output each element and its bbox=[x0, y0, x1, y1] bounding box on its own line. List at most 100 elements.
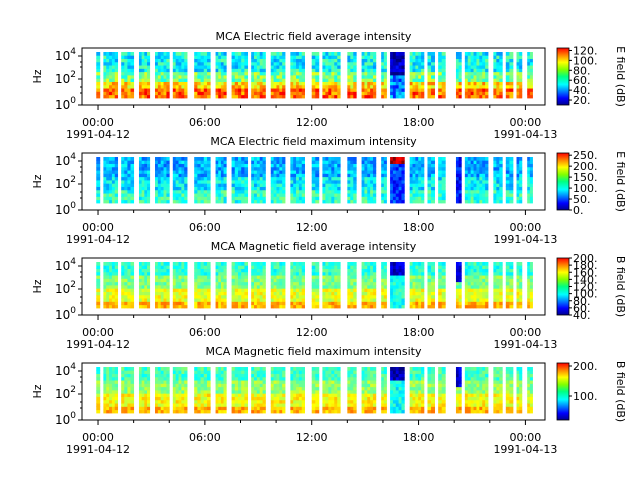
spectrogram-cell bbox=[315, 166, 320, 171]
spectrogram-cell bbox=[496, 304, 500, 309]
spectrogram-cell bbox=[138, 291, 143, 296]
spectrogram-cell bbox=[111, 386, 116, 391]
spectrogram-cell bbox=[157, 268, 162, 273]
spectrogram-cell bbox=[155, 84, 159, 89]
spectrogram-cell bbox=[215, 294, 219, 299]
spectrogram-cell bbox=[276, 58, 280, 63]
spectrogram-cell bbox=[138, 61, 143, 66]
spectrogram-cell bbox=[496, 173, 500, 178]
spectrogram-cell bbox=[401, 271, 405, 276]
spectrogram-cell bbox=[458, 265, 462, 269]
spectrogram-cell bbox=[493, 186, 497, 191]
spectrogram-cell bbox=[395, 285, 400, 289]
spectrogram-cell bbox=[166, 301, 170, 306]
spectrogram-cell bbox=[200, 285, 205, 289]
spectrogram-cell bbox=[458, 91, 462, 96]
spectrogram-cell bbox=[194, 383, 198, 388]
spectrogram-cell bbox=[114, 193, 119, 197]
spectrogram-cell bbox=[479, 301, 483, 306]
spectrogram-cell bbox=[421, 88, 425, 92]
spectrogram-cell bbox=[231, 173, 236, 178]
spectrogram-cell bbox=[218, 163, 222, 168]
spectrogram-cell bbox=[529, 75, 533, 79]
spectrogram-cell bbox=[470, 189, 474, 194]
spectrogram-cell bbox=[262, 186, 266, 191]
spectrogram-cell bbox=[529, 304, 533, 309]
spectrogram-cell bbox=[203, 55, 208, 59]
spectrogram-cell bbox=[364, 166, 368, 171]
spectrogram-cell bbox=[337, 163, 341, 168]
spectrogram-cell bbox=[203, 298, 208, 302]
spectrogram-cell bbox=[383, 281, 387, 286]
spectrogram-cell bbox=[527, 88, 531, 92]
spectrogram-cell bbox=[322, 196, 326, 201]
spectrogram-cell bbox=[220, 157, 224, 161]
spectrogram-cell bbox=[311, 65, 316, 69]
spectrogram-cell bbox=[438, 199, 443, 204]
spectrogram-cell bbox=[103, 278, 107, 283]
spectrogram-cell bbox=[121, 367, 125, 371]
spectrogram-cell bbox=[467, 196, 472, 201]
spectrogram-cell bbox=[160, 294, 164, 299]
spectrogram-cell bbox=[398, 91, 402, 96]
spectrogram-cell bbox=[395, 55, 400, 59]
spectrogram-cell bbox=[141, 393, 145, 397]
spectrogram-cell bbox=[200, 383, 205, 388]
spectrogram-cell bbox=[409, 294, 413, 299]
spectrogram-cell bbox=[325, 173, 329, 178]
spectrogram-cell bbox=[505, 285, 510, 289]
spectrogram-cell bbox=[427, 196, 432, 201]
spectrogram-cell bbox=[256, 189, 261, 194]
spectrogram-cell bbox=[467, 186, 472, 191]
spectrogram-cell bbox=[293, 196, 297, 201]
spectrogram-cell bbox=[412, 278, 416, 283]
spectrogram-cell bbox=[516, 81, 520, 86]
spectrogram-cell bbox=[334, 84, 338, 89]
spectrogram-cell bbox=[111, 399, 116, 404]
spectrogram-cell bbox=[516, 186, 520, 191]
spectrogram-cell bbox=[163, 91, 167, 96]
spectrogram-cell bbox=[519, 88, 523, 92]
spectrogram-cell bbox=[527, 75, 531, 79]
spectrogram-cell bbox=[155, 163, 159, 168]
spectrogram-cell bbox=[296, 275, 300, 279]
spectrogram-cell bbox=[458, 61, 462, 66]
spectrogram-cell bbox=[527, 199, 531, 204]
spectrogram-cell bbox=[418, 196, 422, 201]
spectrogram-cell bbox=[147, 75, 151, 79]
spectrogram-cell bbox=[147, 288, 151, 292]
spectrogram-cell bbox=[218, 196, 222, 201]
spectrogram-cell bbox=[301, 285, 305, 289]
spectrogram-cell bbox=[409, 180, 413, 184]
spectrogram-cell bbox=[141, 170, 145, 174]
spectrogram-cell bbox=[121, 199, 125, 204]
spectrogram-cell bbox=[427, 268, 432, 273]
spectrogram-cell bbox=[473, 189, 477, 194]
spectrogram-cell bbox=[361, 78, 365, 82]
spectrogram-cell bbox=[241, 199, 245, 204]
spectrogram-cell bbox=[184, 370, 188, 374]
spectrogram-cell bbox=[496, 180, 500, 184]
spectrogram-cell bbox=[315, 61, 320, 66]
spectrogram-cell bbox=[172, 301, 177, 306]
spectrogram-cell bbox=[203, 81, 208, 86]
spectrogram-cell bbox=[496, 65, 500, 69]
spectrogram-cell bbox=[279, 78, 283, 82]
spectrogram-cell bbox=[421, 84, 425, 89]
spectrogram-cell bbox=[464, 281, 469, 286]
spectrogram-cell bbox=[458, 170, 462, 174]
spectrogram-cell bbox=[273, 160, 277, 164]
spectrogram-cell bbox=[163, 176, 167, 181]
spectrogram-cell bbox=[138, 94, 143, 99]
spectrogram-cell bbox=[184, 160, 188, 164]
spectrogram-cell bbox=[144, 285, 148, 289]
colorbar-tick-label: 180. bbox=[573, 259, 598, 272]
spectrogram-cell bbox=[516, 301, 520, 306]
spectrogram-cell bbox=[337, 78, 341, 82]
spectrogram-cell bbox=[473, 157, 477, 161]
spectrogram-cell bbox=[279, 186, 283, 191]
spectrogram-cell bbox=[103, 393, 107, 397]
spectrogram-cell bbox=[207, 399, 211, 404]
spectrogram-cell bbox=[473, 268, 477, 273]
spectrogram-cell bbox=[197, 199, 201, 204]
